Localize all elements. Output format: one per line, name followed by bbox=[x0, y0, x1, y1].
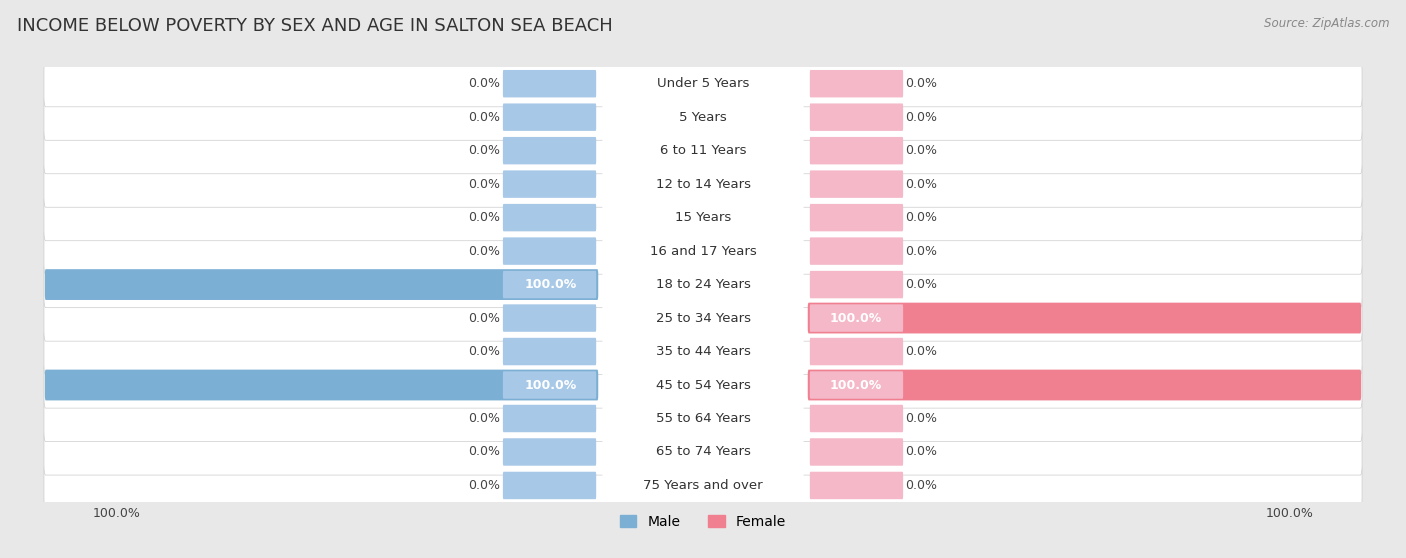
FancyBboxPatch shape bbox=[45, 369, 598, 401]
FancyBboxPatch shape bbox=[810, 472, 903, 499]
Text: 0.0%: 0.0% bbox=[468, 177, 501, 191]
FancyBboxPatch shape bbox=[808, 302, 1361, 334]
FancyBboxPatch shape bbox=[503, 204, 596, 232]
FancyBboxPatch shape bbox=[503, 170, 596, 198]
Text: 0.0%: 0.0% bbox=[905, 177, 938, 191]
FancyBboxPatch shape bbox=[503, 103, 596, 131]
FancyBboxPatch shape bbox=[810, 137, 903, 165]
FancyBboxPatch shape bbox=[810, 438, 903, 466]
Text: 5 Years: 5 Years bbox=[679, 110, 727, 124]
FancyBboxPatch shape bbox=[602, 103, 804, 131]
Text: 45 to 54 Years: 45 to 54 Years bbox=[655, 378, 751, 392]
FancyBboxPatch shape bbox=[810, 204, 903, 232]
FancyBboxPatch shape bbox=[810, 338, 903, 365]
Text: 0.0%: 0.0% bbox=[468, 479, 501, 492]
Text: Under 5 Years: Under 5 Years bbox=[657, 77, 749, 90]
FancyBboxPatch shape bbox=[808, 369, 1361, 401]
FancyBboxPatch shape bbox=[810, 371, 903, 399]
Text: 6 to 11 Years: 6 to 11 Years bbox=[659, 144, 747, 157]
FancyBboxPatch shape bbox=[44, 396, 1362, 441]
Text: 0.0%: 0.0% bbox=[468, 110, 501, 124]
Text: 0.0%: 0.0% bbox=[468, 311, 501, 325]
Text: 100.0%: 100.0% bbox=[830, 378, 882, 392]
FancyBboxPatch shape bbox=[810, 405, 903, 432]
Text: 18 to 24 Years: 18 to 24 Years bbox=[655, 278, 751, 291]
FancyBboxPatch shape bbox=[503, 371, 596, 399]
Text: 35 to 44 Years: 35 to 44 Years bbox=[655, 345, 751, 358]
Text: Source: ZipAtlas.com: Source: ZipAtlas.com bbox=[1264, 17, 1389, 30]
FancyBboxPatch shape bbox=[602, 304, 804, 332]
FancyBboxPatch shape bbox=[44, 94, 1362, 140]
FancyBboxPatch shape bbox=[44, 429, 1362, 475]
Text: 75 Years and over: 75 Years and over bbox=[643, 479, 763, 492]
FancyBboxPatch shape bbox=[602, 70, 804, 98]
FancyBboxPatch shape bbox=[503, 338, 596, 365]
FancyBboxPatch shape bbox=[810, 237, 903, 265]
Text: 15 Years: 15 Years bbox=[675, 211, 731, 224]
FancyBboxPatch shape bbox=[44, 329, 1362, 374]
Text: 100.0%: 100.0% bbox=[524, 278, 576, 291]
FancyBboxPatch shape bbox=[810, 271, 903, 299]
FancyBboxPatch shape bbox=[503, 70, 596, 98]
Text: 100.0%: 100.0% bbox=[524, 378, 576, 392]
Text: 25 to 34 Years: 25 to 34 Years bbox=[655, 311, 751, 325]
FancyBboxPatch shape bbox=[44, 362, 1362, 408]
FancyBboxPatch shape bbox=[44, 161, 1362, 207]
FancyBboxPatch shape bbox=[503, 405, 596, 432]
FancyBboxPatch shape bbox=[44, 463, 1362, 508]
Text: 12 to 14 Years: 12 to 14 Years bbox=[655, 177, 751, 191]
Text: 0.0%: 0.0% bbox=[905, 278, 938, 291]
FancyBboxPatch shape bbox=[503, 304, 596, 332]
FancyBboxPatch shape bbox=[602, 338, 804, 365]
FancyBboxPatch shape bbox=[602, 371, 804, 399]
Text: 55 to 64 Years: 55 to 64 Years bbox=[655, 412, 751, 425]
Text: 0.0%: 0.0% bbox=[905, 77, 938, 90]
Text: 0.0%: 0.0% bbox=[468, 345, 501, 358]
Text: 0.0%: 0.0% bbox=[468, 445, 501, 459]
FancyBboxPatch shape bbox=[44, 228, 1362, 274]
FancyBboxPatch shape bbox=[45, 269, 598, 300]
Text: 0.0%: 0.0% bbox=[468, 211, 501, 224]
FancyBboxPatch shape bbox=[810, 70, 903, 98]
FancyBboxPatch shape bbox=[503, 137, 596, 165]
FancyBboxPatch shape bbox=[44, 295, 1362, 341]
Text: 0.0%: 0.0% bbox=[468, 412, 501, 425]
Text: 0.0%: 0.0% bbox=[905, 412, 938, 425]
FancyBboxPatch shape bbox=[602, 271, 804, 299]
FancyBboxPatch shape bbox=[503, 237, 596, 265]
FancyBboxPatch shape bbox=[44, 61, 1362, 107]
Text: INCOME BELOW POVERTY BY SEX AND AGE IN SALTON SEA BEACH: INCOME BELOW POVERTY BY SEX AND AGE IN S… bbox=[17, 17, 613, 35]
FancyBboxPatch shape bbox=[44, 262, 1362, 307]
FancyBboxPatch shape bbox=[602, 405, 804, 432]
FancyBboxPatch shape bbox=[602, 472, 804, 499]
Text: 16 and 17 Years: 16 and 17 Years bbox=[650, 244, 756, 258]
Text: 0.0%: 0.0% bbox=[905, 144, 938, 157]
FancyBboxPatch shape bbox=[602, 237, 804, 265]
FancyBboxPatch shape bbox=[44, 128, 1362, 174]
Text: 0.0%: 0.0% bbox=[905, 211, 938, 224]
FancyBboxPatch shape bbox=[503, 472, 596, 499]
Text: 0.0%: 0.0% bbox=[905, 445, 938, 459]
FancyBboxPatch shape bbox=[810, 304, 903, 332]
FancyBboxPatch shape bbox=[602, 204, 804, 232]
Text: 0.0%: 0.0% bbox=[468, 144, 501, 157]
Text: 0.0%: 0.0% bbox=[905, 479, 938, 492]
Text: 65 to 74 Years: 65 to 74 Years bbox=[655, 445, 751, 459]
Text: 0.0%: 0.0% bbox=[905, 110, 938, 124]
Legend: Male, Female: Male, Female bbox=[614, 509, 792, 535]
FancyBboxPatch shape bbox=[810, 170, 903, 198]
FancyBboxPatch shape bbox=[503, 438, 596, 466]
FancyBboxPatch shape bbox=[602, 137, 804, 165]
Text: 0.0%: 0.0% bbox=[468, 77, 501, 90]
FancyBboxPatch shape bbox=[810, 103, 903, 131]
Text: 0.0%: 0.0% bbox=[905, 244, 938, 258]
Text: 100.0%: 100.0% bbox=[830, 311, 882, 325]
FancyBboxPatch shape bbox=[602, 438, 804, 466]
Text: 0.0%: 0.0% bbox=[905, 345, 938, 358]
FancyBboxPatch shape bbox=[44, 195, 1362, 240]
Text: 0.0%: 0.0% bbox=[468, 244, 501, 258]
FancyBboxPatch shape bbox=[602, 170, 804, 198]
FancyBboxPatch shape bbox=[503, 271, 596, 299]
